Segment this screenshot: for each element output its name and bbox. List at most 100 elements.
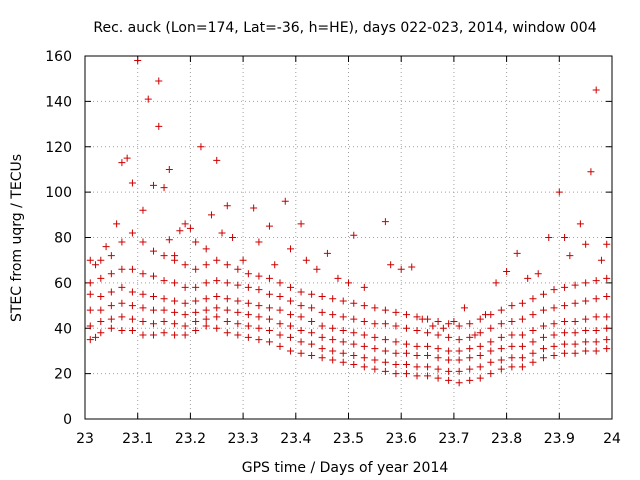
data-point [466,354,474,362]
data-point [281,197,289,205]
data-point [255,286,263,294]
data-point [571,317,579,325]
data-point [297,327,305,335]
data-point [113,220,121,228]
data-point [265,338,273,346]
y-tick-label: 20 [54,367,72,383]
data-point [539,290,547,298]
data-point [381,320,389,328]
data-point [487,324,495,332]
data-point [381,347,389,355]
data-point [297,349,305,357]
data-point [466,320,474,328]
data-point [202,315,210,323]
data-point [408,263,416,271]
data-point [160,252,168,260]
x-tick-label: 24 [603,431,621,447]
data-point [118,299,126,307]
data-point [265,274,273,282]
data-point [539,306,547,314]
data-point [139,206,147,214]
data-point [139,304,147,312]
data-point [497,365,505,373]
data-point [381,336,389,344]
data-point [155,77,163,85]
data-point [518,315,526,323]
data-point [429,322,437,330]
data-point [550,351,558,359]
data-point [476,351,484,359]
data-point [97,292,105,300]
data-point [497,333,505,341]
data-point [455,336,463,344]
data-point [445,320,453,328]
data-point [413,363,421,371]
data-point [434,317,442,325]
data-point [487,370,495,378]
data-point [329,347,337,355]
data-point [603,240,611,248]
data-point [223,261,231,269]
data-point [550,342,558,350]
data-point [329,311,337,319]
data-point [524,274,532,282]
data-point [318,354,326,362]
data-point [402,370,410,378]
data-point [518,354,526,362]
data-point [181,220,189,228]
data-point [402,324,410,332]
data-point [223,317,231,325]
data-point [476,374,484,382]
data-point [424,329,432,337]
data-point [566,252,574,260]
data-point [118,159,126,167]
data-point [402,361,410,369]
data-point [534,270,542,278]
x-tick-label: 23.3 [228,431,259,447]
data-point [497,306,505,314]
data-point [434,374,442,382]
data-point [413,327,421,335]
data-point [339,327,347,335]
data-point [244,333,252,341]
data-point [329,336,337,344]
data-point [276,342,284,350]
data-point [107,252,115,260]
data-point [118,238,126,246]
data-point [518,331,526,339]
data-point [218,229,226,237]
data-point [387,261,395,269]
y-tick-label: 100 [45,185,72,201]
data-point [276,279,284,287]
data-point [213,156,221,164]
data-point [86,306,94,314]
data-point [603,336,611,344]
data-point [434,345,442,353]
data-point [165,236,173,244]
data-point [150,247,158,255]
data-point [592,295,600,303]
data-point [213,277,221,285]
data-point [561,234,569,241]
y-tick-label: 140 [45,94,72,110]
data-point [545,234,553,241]
data-point [276,331,284,339]
data-point [561,329,569,337]
data-point [223,295,231,303]
data-point [297,313,305,321]
data-point [603,274,611,282]
data-point [603,313,611,321]
y-tick-label: 120 [45,140,72,156]
data-point [360,302,368,310]
data-point [234,308,242,316]
data-point [128,265,136,273]
data-point [339,297,347,305]
data-point [413,342,421,350]
data-point [118,265,126,273]
data-point [529,349,537,357]
data-point [239,256,247,264]
data-point [287,245,295,253]
y-tick-label: 80 [54,231,72,247]
data-point [92,261,100,269]
data-point [497,320,505,328]
